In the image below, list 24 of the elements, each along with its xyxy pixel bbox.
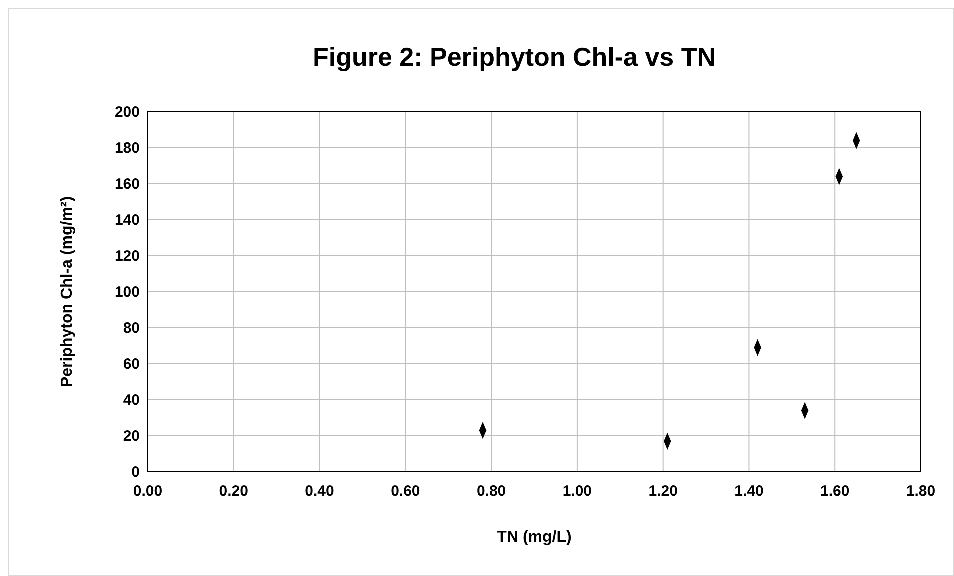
x-tick-label: 0.80 — [476, 483, 506, 500]
y-tick-label: 20 — [123, 428, 140, 445]
x-tick-label: 1.00 — [562, 483, 592, 500]
x-tick-label: 1.20 — [648, 483, 678, 500]
x-tick-label: 0.60 — [391, 483, 420, 500]
y-axis-title: Periphyton Chl-a (mg/m²) — [59, 196, 76, 388]
y-tick-label: 120 — [114, 248, 140, 265]
y-tick-label: 60 — [123, 356, 140, 373]
x-tick-label: 1.60 — [820, 483, 850, 500]
x-tick-label: 0.00 — [133, 483, 163, 500]
x-tick-label: 1.80 — [906, 483, 936, 500]
y-tick-label: 80 — [123, 320, 140, 337]
x-tick-label: 0.40 — [305, 483, 334, 500]
y-tick-label: 160 — [114, 176, 140, 193]
y-tick-label: 0 — [132, 464, 140, 481]
y-tick-label: 100 — [114, 284, 140, 301]
y-tick-label: 180 — [114, 140, 140, 157]
y-tick-label: 40 — [123, 392, 140, 409]
chart-title: Figure 2: Periphyton Chl-a vs TN — [312, 42, 716, 72]
x-tick-label: 1.40 — [734, 483, 764, 500]
x-axis-title: TN (mg/L) — [497, 529, 572, 546]
x-tick-label: 0.20 — [219, 483, 248, 500]
y-tick-label: 200 — [114, 104, 140, 121]
y-tick-label: 140 — [114, 212, 140, 229]
